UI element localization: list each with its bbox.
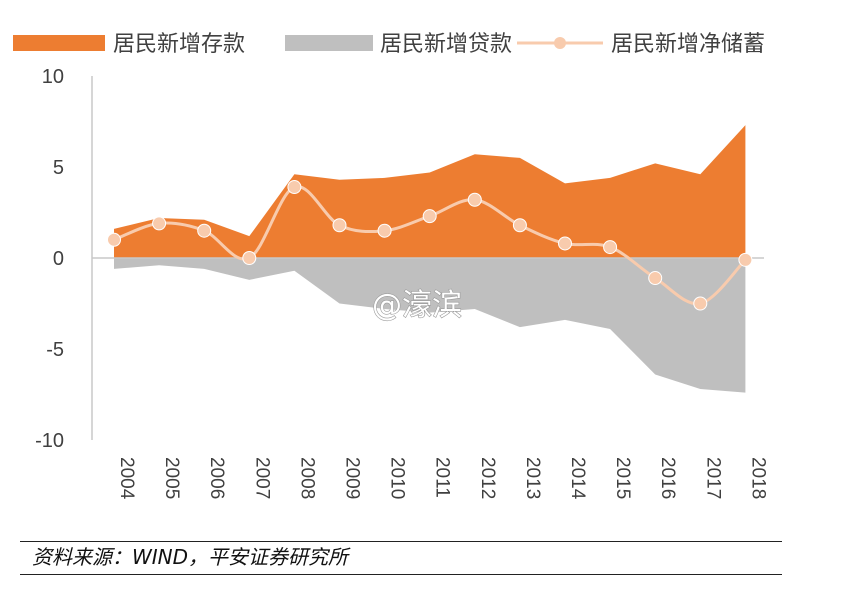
- net-savings-point-2008: [287, 180, 302, 195]
- net-savings-point-2017: [693, 296, 708, 311]
- net-savings-point-2007: [242, 251, 257, 265]
- x-tick-label-2006: 2006: [206, 457, 227, 499]
- x-tick-label-2005: 2005: [161, 457, 182, 499]
- net-savings-point-2012: [467, 192, 482, 207]
- area-deposits: [114, 125, 746, 258]
- net-savings-point-2009: [332, 218, 347, 233]
- x-tick-label-2014: 2014: [567, 457, 588, 500]
- chart: 居民新增存款 居民新增贷款 居民新增净储蓄 10 5 0 -5 -10 2004…: [13, 32, 768, 500]
- legend-swatch-loans: [285, 35, 373, 51]
- net-savings-point-2018: [738, 252, 753, 267]
- y-axis-ticks: 10 5 0 -5 -10: [35, 66, 64, 452]
- x-tick-label-2015: 2015: [612, 457, 633, 499]
- net-savings-point-2016: [648, 271, 663, 286]
- x-tick-label-2018: 2018: [747, 457, 768, 499]
- net-savings-point-2004: [107, 232, 121, 247]
- watermark: @濠滨: [372, 288, 462, 323]
- legend-label-deposits: 居民新增存款: [113, 32, 245, 57]
- net-savings-point-2013: [512, 218, 527, 233]
- legend-swatch-net-savings-marker: [554, 37, 566, 49]
- x-tick-label-2007: 2007: [251, 457, 272, 499]
- net-savings-point-2005: [152, 216, 167, 231]
- x-tick-label-2017: 2017: [702, 457, 723, 499]
- y-tick-label: 0: [53, 248, 64, 270]
- y-tick-label: 5: [53, 157, 64, 179]
- net-savings-point-2011: [422, 209, 437, 224]
- data-marks: [107, 180, 753, 311]
- y-tick-label: -10: [35, 430, 64, 452]
- x-tick-label-2013: 2013: [522, 457, 543, 499]
- x-tick-label-2016: 2016: [657, 457, 678, 499]
- area-loans: [114, 258, 746, 393]
- y-tick-label: -5: [46, 339, 64, 361]
- x-axis-labels: 2004 2005 2006 2007 2008 2009 2010 2011 2012 2013…: [116, 457, 768, 500]
- net-savings-point-2015: [603, 240, 618, 255]
- source-note: 资料来源：WIND，平安证券研究所: [20, 541, 782, 575]
- x-tick-label-2011: 2011: [432, 457, 453, 498]
- x-tick-label-2008: 2008: [296, 457, 317, 499]
- y-tick-label: 10: [42, 66, 64, 88]
- x-tick-label-2012: 2012: [477, 457, 498, 499]
- x-tick-label-2009: 2009: [342, 457, 363, 499]
- net-savings-point-2010: [377, 223, 392, 238]
- legend-label-loans: 居民新增贷款: [380, 32, 512, 57]
- net-savings-point-2006: [197, 223, 212, 238]
- legend-label-net-savings: 居民新增净储蓄: [611, 32, 765, 57]
- legend: 居民新增存款 居民新增贷款 居民新增净储蓄: [13, 32, 765, 57]
- net-savings-point-2014: [558, 236, 572, 251]
- legend-swatch-deposits: [13, 35, 105, 51]
- x-tick-label-2004: 2004: [116, 457, 137, 500]
- x-tick-label-2010: 2010: [387, 457, 408, 499]
